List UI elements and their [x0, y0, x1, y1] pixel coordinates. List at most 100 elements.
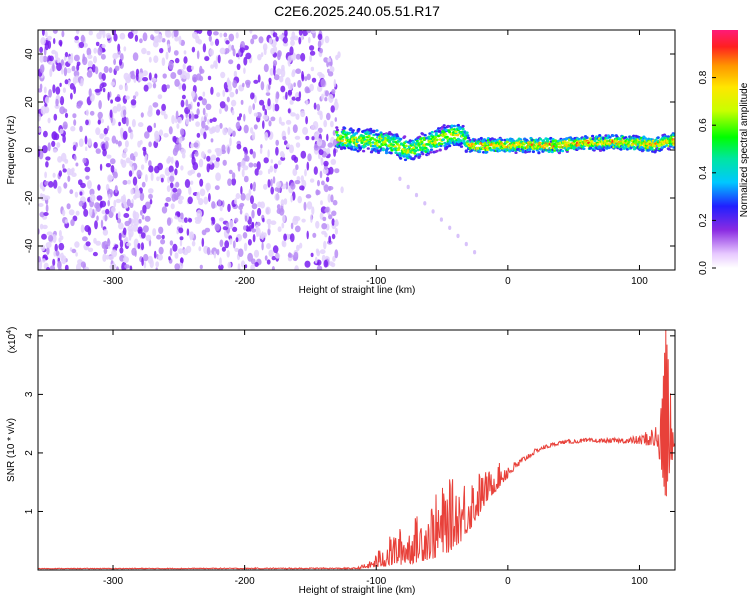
noise-blob	[317, 71, 323, 77]
noise-blob	[275, 253, 281, 259]
chart-title: C2E6.2025.240.05.51.R17	[274, 3, 440, 19]
trace-cell	[350, 145, 354, 149]
noise-blob	[161, 57, 166, 66]
noise-blob	[248, 105, 253, 115]
noise-blob	[115, 198, 122, 204]
noise-blob	[183, 56, 188, 64]
noise-blob	[259, 99, 265, 106]
trace-cell	[394, 151, 398, 154]
noise-blob	[119, 127, 124, 137]
noise-blob	[47, 60, 54, 65]
trace-cell	[646, 146, 650, 149]
noise-blob	[225, 88, 229, 93]
noise-blob	[291, 71, 296, 78]
noise-blob	[326, 112, 331, 121]
trace-cell	[381, 148, 385, 152]
noise-blob	[228, 220, 234, 230]
noise-blob	[323, 160, 329, 167]
noise-blob	[210, 41, 214, 46]
noise-blob	[44, 171, 47, 179]
y-tick-label: 2	[24, 450, 35, 456]
noise-blob	[125, 117, 129, 127]
trace-cell	[362, 149, 366, 153]
trace-cell	[369, 131, 373, 135]
noise-blob	[111, 249, 118, 258]
noise-blob	[97, 184, 101, 191]
trace-cell	[421, 132, 425, 136]
noise-blob	[82, 157, 87, 164]
colorbar-gradient	[712, 30, 738, 268]
trace-cell	[668, 139, 672, 143]
noise-blob	[118, 59, 123, 66]
noise-blob	[160, 177, 164, 183]
noise-blob	[166, 157, 171, 164]
noise-blob	[235, 32, 239, 39]
noise-blob	[45, 156, 51, 161]
noise-blob	[169, 182, 174, 189]
trace-cell	[370, 136, 374, 140]
y-tick-label: -20	[24, 190, 35, 205]
noise-blob	[161, 103, 167, 111]
noise-blob	[240, 260, 246, 268]
noise-blob	[41, 145, 48, 154]
trace-cell	[585, 136, 589, 139]
noise-blob	[312, 121, 319, 130]
noise-blob	[327, 193, 332, 203]
noise-blob	[139, 38, 143, 44]
noise-blob	[287, 89, 293, 96]
noise-blob	[270, 186, 275, 195]
noise-blob	[58, 170, 62, 177]
noise-blob	[304, 260, 311, 268]
noise-blob	[217, 54, 221, 64]
trace-cell	[343, 146, 347, 150]
noise-blob	[110, 99, 113, 104]
noise-blob	[57, 185, 62, 194]
noise-blob	[177, 212, 181, 218]
trace-cell	[448, 130, 452, 134]
noise-blob	[52, 148, 58, 153]
trace-cell	[339, 147, 344, 151]
noise-blob	[219, 108, 222, 115]
noise-blob	[330, 158, 337, 165]
noise-blob	[180, 99, 185, 108]
noise-blob	[270, 220, 277, 225]
noise-blob	[306, 73, 311, 81]
noise-blob	[308, 36, 311, 44]
artifact-blob	[439, 217, 443, 222]
trace-cell	[531, 150, 536, 154]
trace-cell	[389, 146, 393, 150]
noise-blob	[99, 133, 104, 140]
noise-blob	[139, 192, 145, 201]
noise-blob	[221, 246, 226, 252]
noise-blob	[222, 226, 229, 231]
noise-blob	[274, 103, 280, 112]
noise-blob	[148, 193, 153, 200]
trace-cell	[660, 146, 664, 149]
trace-cell	[672, 143, 675, 146]
trace-cell	[336, 134, 340, 137]
noise-blob	[75, 210, 80, 216]
noise-blob	[279, 151, 285, 158]
trace-cell	[470, 149, 474, 152]
noise-blob	[119, 239, 124, 249]
noise-blob	[312, 232, 317, 238]
noise-blob	[39, 223, 44, 230]
trace-cell	[392, 140, 396, 144]
noise-blob	[270, 116, 276, 122]
noise-blob	[272, 176, 276, 184]
noise-blob	[321, 223, 328, 230]
trace-cell	[415, 139, 419, 143]
noise-blob	[191, 65, 194, 70]
trace-cell	[606, 139, 610, 143]
noise-blob	[187, 103, 192, 110]
noise-blob	[192, 74, 198, 83]
noise-blob	[201, 229, 207, 236]
noise-blob	[164, 202, 169, 207]
noise-blob	[158, 246, 164, 255]
trace-cell	[371, 144, 375, 148]
snr-panel: -300 -200 -100 0 100 1 2 3 4 Height of straight …	[6, 327, 676, 596]
noise-blob	[316, 265, 323, 270]
noise-blob	[236, 63, 241, 70]
noise-blob	[211, 201, 216, 209]
noise-blob	[124, 140, 129, 148]
